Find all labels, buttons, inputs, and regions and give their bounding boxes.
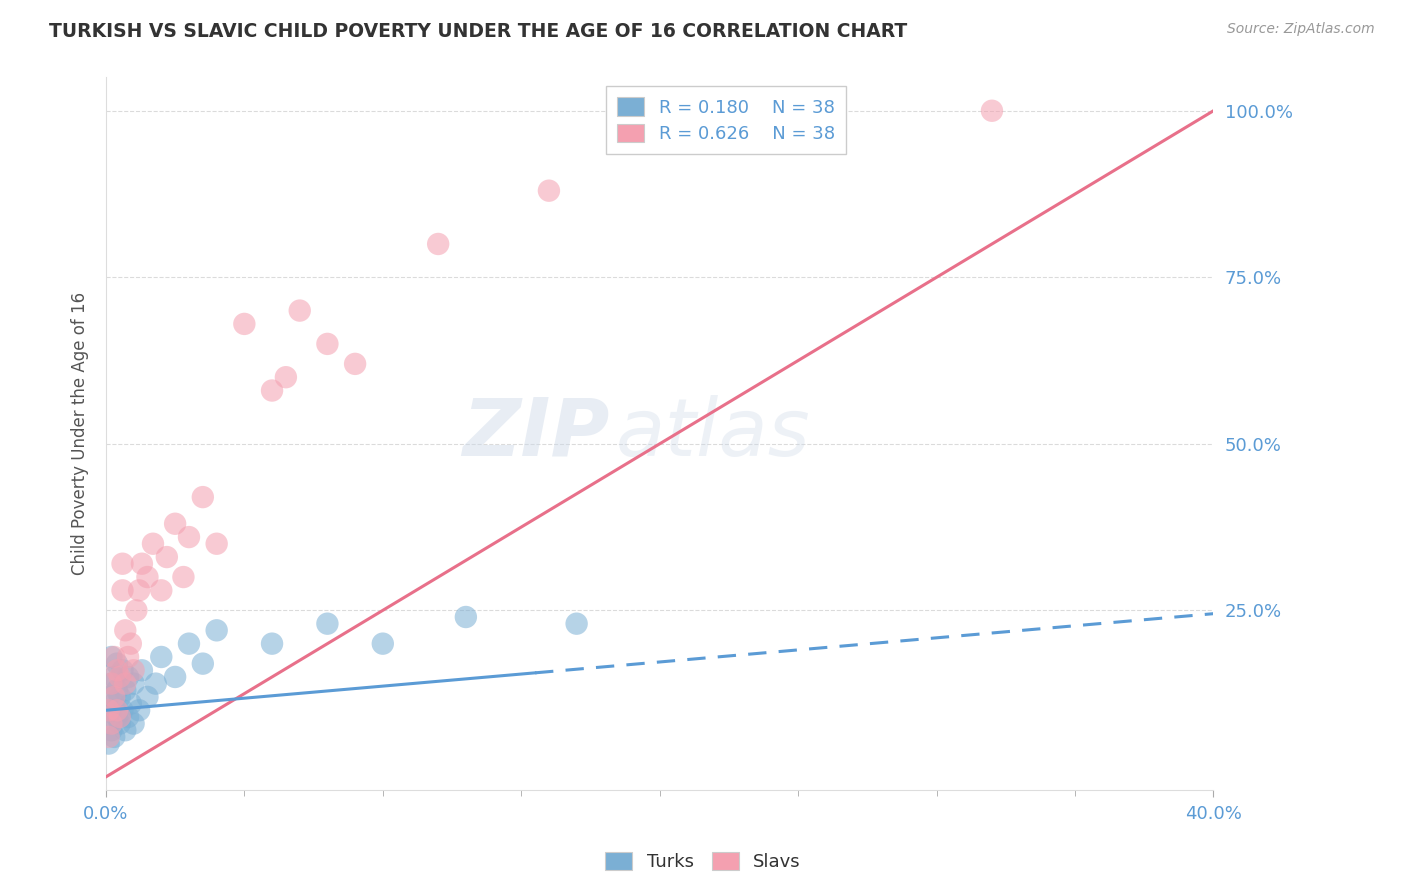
Point	[172, 570, 194, 584]
Text: atlas: atlas	[616, 395, 810, 473]
Point	[103, 697, 125, 711]
Point	[117, 710, 139, 724]
Point	[108, 690, 131, 704]
Point	[111, 663, 134, 677]
Point	[165, 516, 187, 531]
Point	[371, 637, 394, 651]
Point	[117, 670, 139, 684]
Point	[454, 610, 477, 624]
Point	[108, 716, 131, 731]
Point	[427, 237, 450, 252]
Point	[97, 690, 120, 704]
Point	[131, 663, 153, 677]
Point	[537, 184, 560, 198]
Point	[122, 676, 145, 690]
Point	[288, 303, 311, 318]
Point	[100, 676, 122, 690]
Y-axis label: Child Poverty Under the Age of 16: Child Poverty Under the Age of 16	[72, 293, 89, 575]
Point	[100, 703, 122, 717]
Point	[128, 583, 150, 598]
Point	[205, 624, 228, 638]
Text: ZIP: ZIP	[463, 395, 610, 473]
Point	[260, 637, 283, 651]
Point	[136, 570, 159, 584]
Point	[316, 337, 339, 351]
Point	[111, 583, 134, 598]
Point	[131, 557, 153, 571]
Point	[97, 737, 120, 751]
Point	[114, 676, 136, 690]
Point	[128, 703, 150, 717]
Point	[177, 637, 200, 651]
Text: Source: ZipAtlas.com: Source: ZipAtlas.com	[1227, 22, 1375, 37]
Point	[103, 650, 125, 665]
Point	[114, 683, 136, 698]
Point	[100, 676, 122, 690]
Point	[97, 716, 120, 731]
Point	[105, 657, 128, 671]
Point	[114, 624, 136, 638]
Point	[177, 530, 200, 544]
Point	[156, 550, 179, 565]
Point	[100, 650, 122, 665]
Point	[274, 370, 297, 384]
Point	[142, 537, 165, 551]
Point	[100, 716, 122, 731]
Point	[103, 690, 125, 704]
Point	[136, 690, 159, 704]
Point	[105, 683, 128, 698]
Point	[122, 716, 145, 731]
Point	[120, 697, 142, 711]
Point	[191, 657, 214, 671]
Point	[111, 557, 134, 571]
Point	[97, 703, 120, 717]
Point	[981, 103, 1004, 118]
Point	[105, 663, 128, 677]
Legend: Turks, Slavs: Turks, Slavs	[598, 845, 808, 879]
Point	[103, 730, 125, 744]
Point	[103, 670, 125, 684]
Point	[205, 537, 228, 551]
Point	[100, 723, 122, 738]
Point	[565, 616, 588, 631]
Text: TURKISH VS SLAVIC CHILD POVERTY UNDER THE AGE OF 16 CORRELATION CHART: TURKISH VS SLAVIC CHILD POVERTY UNDER TH…	[49, 22, 907, 41]
Point	[122, 663, 145, 677]
Point	[150, 583, 173, 598]
Point	[260, 384, 283, 398]
Point	[108, 710, 131, 724]
Point	[117, 650, 139, 665]
Legend: R = 0.180    N = 38, R = 0.626    N = 38: R = 0.180 N = 38, R = 0.626 N = 38	[606, 87, 846, 154]
Point	[108, 670, 131, 684]
Point	[114, 723, 136, 738]
Point	[316, 616, 339, 631]
Point	[105, 710, 128, 724]
Point	[97, 730, 120, 744]
Point	[344, 357, 367, 371]
Point	[150, 650, 173, 665]
Point	[191, 490, 214, 504]
Point	[125, 603, 148, 617]
Point	[233, 317, 256, 331]
Point	[145, 676, 167, 690]
Point	[120, 637, 142, 651]
Point	[111, 703, 134, 717]
Point	[105, 703, 128, 717]
Point	[165, 670, 187, 684]
